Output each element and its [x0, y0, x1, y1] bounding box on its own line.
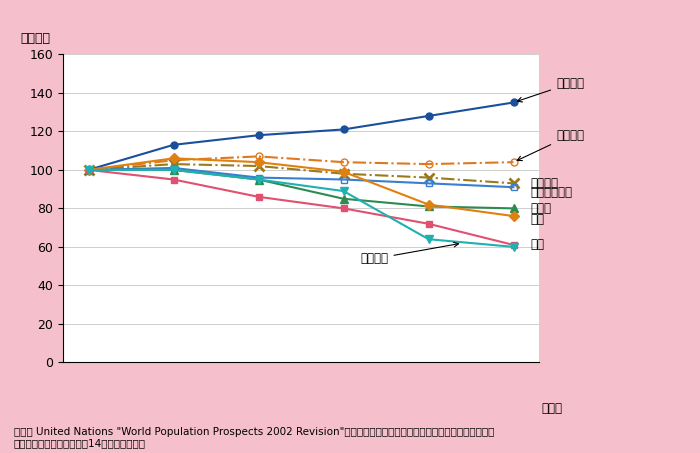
- Text: （指数）: （指数）: [20, 32, 50, 45]
- Text: （年）: （年）: [541, 402, 562, 415]
- Text: ドイツ: ドイツ: [531, 202, 552, 215]
- Text: イギリス: イギリス: [517, 129, 584, 160]
- Text: スウェーデン: スウェーデン: [531, 187, 573, 199]
- Text: 資料： United Nations "World Population Prospects 2002 Revision"ただし、日本は国立社会保障・人口問題研: 資料： United Nations "World Population Pro…: [14, 427, 494, 437]
- Text: イタリア: イタリア: [360, 242, 458, 265]
- Text: 韓国: 韓国: [531, 213, 545, 226]
- Text: フランス: フランス: [531, 177, 559, 190]
- Text: 日本: 日本: [531, 238, 545, 251]
- Text: の人口の将来推計（平成14年１月推計）」: の人口の将来推計（平成14年１月推計）」: [14, 439, 146, 448]
- Text: アメリカ: アメリカ: [517, 77, 584, 102]
